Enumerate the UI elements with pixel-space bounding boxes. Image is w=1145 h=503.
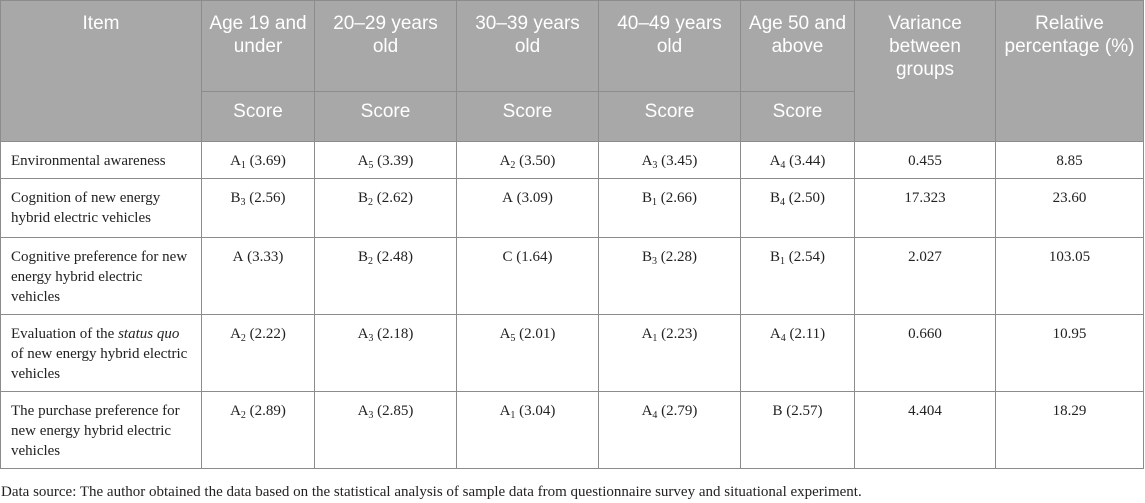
- score-cell: B3 (2.28): [598, 237, 741, 315]
- table-row: Cognitive preference for new energy hybr…: [0, 237, 1144, 315]
- score-cell: A2 (2.22): [201, 314, 315, 392]
- header-group-4: 40–49 years old: [598, 0, 741, 92]
- score-cell: A1 (3.69): [201, 141, 315, 179]
- score-cell: A1 (3.04): [456, 391, 599, 469]
- score-cell: A3 (2.18): [314, 314, 457, 392]
- header-group-3: 30–39 years old: [456, 0, 599, 92]
- row-label: Cognitive preference for new energy hybr…: [0, 237, 202, 315]
- score-cell: A (3.09): [456, 178, 599, 238]
- score-cell: A4 (2.11): [740, 314, 855, 392]
- table-header: Item Age 19 and under 20–29 years old 30…: [0, 0, 1144, 142]
- variance-cell: 0.455: [854, 141, 996, 179]
- score-cell: B2 (2.48): [314, 237, 457, 315]
- score-cell: A1 (2.23): [598, 314, 741, 392]
- header-group-1: Age 19 and under: [201, 0, 315, 92]
- score-cell: B (2.57): [740, 391, 855, 469]
- table-body: Environmental awareness A1 (3.69) A5 (3.…: [0, 141, 1144, 469]
- score-cell: A2 (2.89): [201, 391, 315, 469]
- table-row: Evaluation of the status quo of new ener…: [0, 314, 1144, 392]
- score-cell: B2 (2.62): [314, 178, 457, 238]
- score-cell: B4 (2.50): [740, 178, 855, 238]
- score-cell: A5 (3.39): [314, 141, 457, 179]
- data-table: Item Age 19 and under 20–29 years old 30…: [0, 0, 1144, 469]
- score-cell: A3 (2.85): [314, 391, 457, 469]
- variance-cell: 17.323: [854, 178, 996, 238]
- score-cell: A3 (3.45): [598, 141, 741, 179]
- score-cell: B3 (2.56): [201, 178, 315, 238]
- header-group-2: 20–29 years old: [314, 0, 457, 92]
- row-label: Cognition of new energy hybrid electric …: [0, 178, 202, 238]
- table-row: Cognition of new energy hybrid electric …: [0, 178, 1144, 238]
- header-score-5: Score: [740, 91, 855, 142]
- score-cell: B1 (2.66): [598, 178, 741, 238]
- header-score-3: Score: [456, 91, 599, 142]
- row-label: Environmental awareness: [0, 141, 202, 179]
- score-cell: A2 (3.50): [456, 141, 599, 179]
- header-variance: Variance between groups: [854, 0, 996, 142]
- header-score-1: Score: [201, 91, 315, 142]
- score-cell: A4 (2.79): [598, 391, 741, 469]
- variance-cell: 4.404: [854, 391, 996, 469]
- row-label: The purchase preference for new energy h…: [0, 391, 202, 469]
- header-score-4: Score: [598, 91, 741, 142]
- relative-cell: 23.60: [995, 178, 1144, 238]
- header-relative: Relative percentage (%): [995, 0, 1144, 142]
- table-row: Environmental awareness A1 (3.69) A5 (3.…: [0, 141, 1144, 179]
- variance-cell: 2.027: [854, 237, 996, 315]
- relative-cell: 18.29: [995, 391, 1144, 469]
- data-source-note: Data source: The author obtained the dat…: [1, 484, 862, 500]
- header-score-2: Score: [314, 91, 457, 142]
- header-item: Item: [0, 0, 202, 142]
- score-cell: A4 (3.44): [740, 141, 855, 179]
- relative-cell: 10.95: [995, 314, 1144, 392]
- header-group-5: Age 50 and above: [740, 0, 855, 92]
- relative-cell: 8.85: [995, 141, 1144, 179]
- score-cell: A5 (2.01): [456, 314, 599, 392]
- row-label: Evaluation of the status quo of new ener…: [0, 314, 202, 392]
- variance-cell: 0.660: [854, 314, 996, 392]
- italic-text: status quo: [118, 326, 180, 342]
- table-row: The purchase preference for new energy h…: [0, 391, 1144, 469]
- score-cell: C (1.64): [456, 237, 599, 315]
- score-cell: A (3.33): [201, 237, 315, 315]
- score-cell: B1 (2.54): [740, 237, 855, 315]
- relative-cell: 103.05: [995, 237, 1144, 315]
